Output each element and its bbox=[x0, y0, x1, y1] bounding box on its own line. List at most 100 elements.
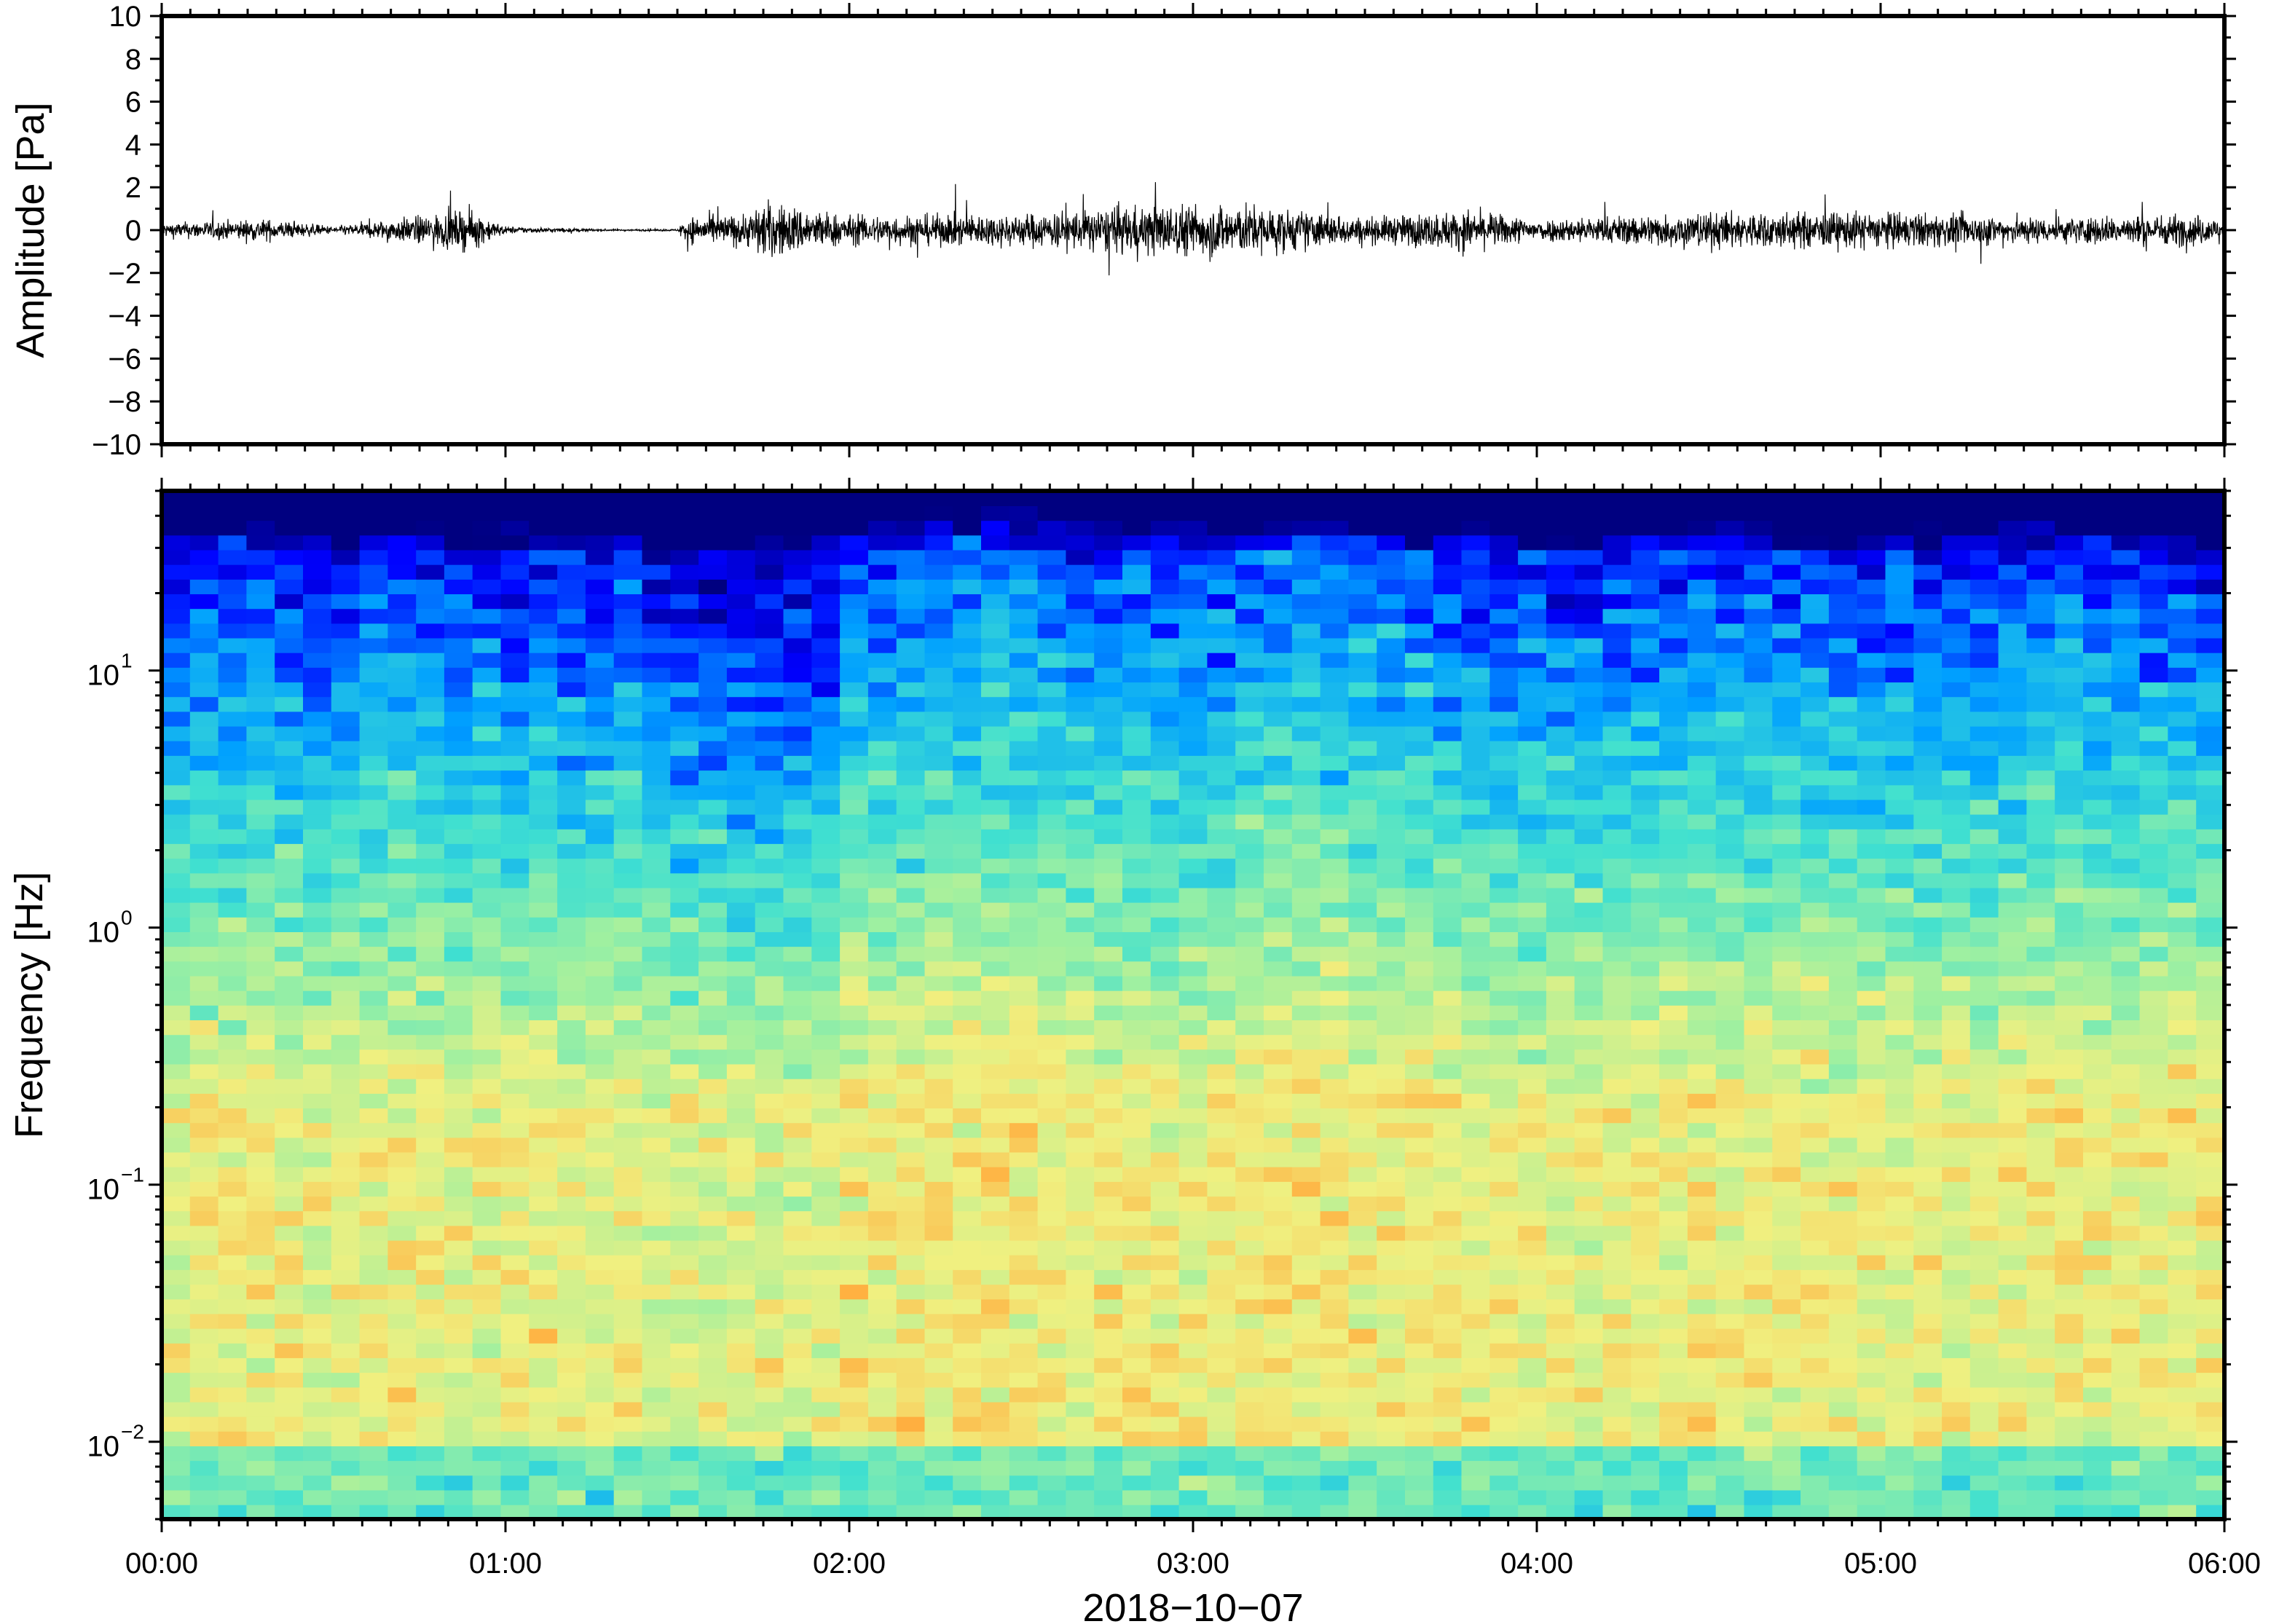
spectrogram-cell bbox=[896, 1020, 926, 1036]
spectrogram-cell bbox=[1857, 1108, 1886, 1124]
spectrogram-cell bbox=[331, 784, 361, 800]
spectrogram-cell bbox=[1377, 1020, 1406, 1036]
spectrogram-cell bbox=[1489, 1460, 1519, 1476]
spectrogram-cell bbox=[1094, 549, 1123, 565]
spectrogram-cell bbox=[387, 770, 417, 786]
spectrogram-cell bbox=[1800, 1005, 1830, 1020]
spectrogram-cell bbox=[1828, 1431, 1858, 1446]
spectrogram-cell bbox=[1150, 1475, 1180, 1491]
spectrogram-cell bbox=[1235, 1284, 1264, 1300]
spectrogram-cell bbox=[275, 505, 304, 521]
spectrogram-cell bbox=[981, 1020, 1010, 1036]
spectrogram-cell bbox=[1461, 1254, 1491, 1270]
spectrogram-cell bbox=[444, 755, 473, 771]
spectrogram-cell bbox=[783, 1196, 813, 1212]
spectrogram-cell bbox=[1715, 858, 1745, 874]
spectrogram-cell bbox=[387, 1328, 417, 1344]
spectrogram-cell bbox=[1377, 858, 1406, 874]
spectrogram-cell bbox=[1377, 1298, 1406, 1314]
spectrogram-cell bbox=[1150, 1225, 1180, 1241]
spectrogram-cell bbox=[642, 1108, 672, 1124]
spectrogram-cell bbox=[1772, 1342, 1801, 1358]
spectrogram-cell bbox=[1405, 594, 1434, 610]
spectrogram-cell bbox=[1631, 799, 1660, 815]
spectrogram-cell bbox=[1235, 784, 1264, 800]
spectrogram-cell bbox=[953, 931, 982, 947]
spectrogram-cell bbox=[1094, 1387, 1123, 1403]
spectrogram-cell bbox=[1546, 1254, 1575, 1270]
spectrogram-cell bbox=[1150, 667, 1180, 683]
spectrogram-cell bbox=[613, 1122, 643, 1138]
spectrogram-cell bbox=[1969, 1460, 1999, 1476]
spectrogram-cell bbox=[1489, 1401, 1519, 1417]
spectrogram-cell bbox=[444, 799, 473, 815]
spectrogram-cell bbox=[500, 608, 530, 624]
spectrogram-cell bbox=[2139, 1401, 2169, 1417]
spectrogram-cell bbox=[896, 1078, 926, 1094]
spectrogram-cell bbox=[1885, 1269, 1915, 1285]
spectrogram-cell bbox=[811, 1269, 841, 1285]
spectrogram-cell bbox=[1433, 579, 1463, 594]
spectrogram-cell bbox=[1942, 520, 1971, 536]
spectrogram-cell bbox=[896, 887, 926, 903]
spectrogram-cell bbox=[1433, 755, 1463, 771]
spectrogram-cell bbox=[1942, 1210, 1971, 1226]
spectrogram-cell bbox=[1687, 961, 1717, 977]
spectrogram-cell bbox=[1264, 1254, 1293, 1270]
spectrogram-cell bbox=[331, 1034, 361, 1050]
spectrogram-cell bbox=[1913, 975, 1943, 991]
spectrogram-cell bbox=[811, 1210, 841, 1226]
spectrogram-cell bbox=[2055, 931, 2084, 947]
spectrogram-cell bbox=[1461, 1020, 1491, 1036]
spectrogram-cell bbox=[1320, 858, 1350, 874]
spectrogram-cell bbox=[557, 1239, 586, 1256]
spectrogram-cell bbox=[755, 1049, 784, 1065]
spectrogram-cell bbox=[1235, 902, 1264, 918]
spectrogram-cell bbox=[303, 725, 332, 741]
spectrogram-cell bbox=[1574, 637, 1604, 653]
spectrogram-cell bbox=[783, 1504, 813, 1520]
spectrogram-cell bbox=[783, 535, 813, 551]
spectrogram-cell bbox=[1800, 1504, 1830, 1520]
spectrogram-cell bbox=[585, 1020, 615, 1036]
spectrogram-cell bbox=[2139, 961, 2169, 977]
spectrogram-cell bbox=[162, 711, 191, 727]
spectrogram-cell bbox=[189, 961, 219, 977]
spectrogram-cell bbox=[472, 1328, 502, 1344]
spectrogram-cell bbox=[359, 931, 389, 947]
spectrogram-cell bbox=[1178, 711, 1208, 727]
spectrogram-cell bbox=[189, 1475, 219, 1491]
spectrogram-cell bbox=[416, 594, 445, 610]
spectrogram-cell bbox=[1942, 990, 1971, 1006]
spectrogram-cell bbox=[1461, 579, 1491, 594]
spectrogram-cell bbox=[1207, 858, 1236, 874]
spectrogram-cell bbox=[1942, 564, 1971, 580]
spectrogram-cell bbox=[1687, 1225, 1717, 1241]
spectrogram-cell bbox=[1687, 1357, 1717, 1373]
spectrogram-cell bbox=[331, 770, 361, 786]
spectrogram-cell bbox=[1264, 770, 1293, 786]
spectrogram-cell bbox=[867, 1166, 897, 1182]
spectrogram-cell bbox=[2083, 1108, 2112, 1124]
spectrogram-cell bbox=[444, 1239, 473, 1256]
spectrogram-cell bbox=[162, 667, 191, 683]
spectrogram-cell bbox=[162, 594, 191, 610]
spectrogram-cell bbox=[1800, 961, 1830, 977]
spectrogram-cell bbox=[811, 1401, 841, 1417]
spectrogram-cell bbox=[1207, 931, 1236, 947]
spectrogram-cell bbox=[303, 917, 332, 932]
spectrogram-cell bbox=[1066, 1034, 1095, 1050]
spectrogram-cell bbox=[444, 872, 473, 888]
spectrogram-cell bbox=[1885, 491, 1915, 506]
spectrogram-cell bbox=[472, 902, 502, 918]
spectrogram-cell bbox=[1094, 975, 1123, 991]
spectrogram-cell bbox=[1066, 1416, 1095, 1432]
spectrogram-cell bbox=[2111, 858, 2141, 874]
spectrogram-cell bbox=[585, 1122, 615, 1138]
spectrogram-cell bbox=[1885, 725, 1915, 741]
spectrogram-cell bbox=[1320, 1137, 1350, 1153]
spectrogram-cell bbox=[953, 1093, 982, 1108]
spectrogram-cell bbox=[331, 1387, 361, 1403]
spectrogram-cell bbox=[275, 1431, 304, 1446]
